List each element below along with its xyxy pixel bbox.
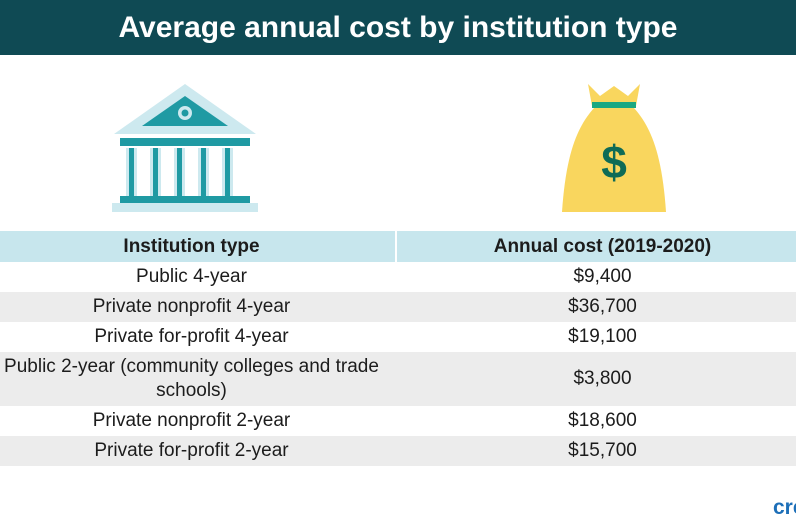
- bank-base-upper: [120, 196, 250, 203]
- bank-columns: [126, 148, 233, 196]
- annual-cost-cell: $18,600: [568, 410, 637, 431]
- table-row: Private for-profit 2-year $15,700: [0, 436, 796, 466]
- institution-type-cell: Private for-profit 4-year: [94, 326, 289, 347]
- bag-body: [562, 108, 666, 212]
- dollar-sign-icon: $: [601, 136, 627, 188]
- column-header-institution-type: Institution type: [0, 231, 396, 262]
- annual-cost-cell: $3,800: [396, 352, 796, 406]
- cost-table: Institution type Annual cost (2019-2020)…: [0, 231, 796, 466]
- bank-base-lower: [112, 203, 258, 212]
- annual-cost-cell: $15,700: [396, 436, 796, 466]
- table-header-row: Institution type Annual cost (2019-2020): [0, 231, 796, 262]
- title-banner: Average annual cost by institution type: [0, 0, 796, 55]
- institution-type-cell: Public 2-year (community colleges and tr…: [0, 352, 396, 406]
- bag-top: [588, 84, 640, 106]
- annual-cost-cell: $19,100: [568, 326, 637, 347]
- institution-type-cell: Public 4-year: [136, 266, 247, 287]
- institution-type-cell: Private for-profit 2-year: [0, 436, 396, 466]
- table-row: Private nonprofit 2-year $18,600: [0, 406, 796, 436]
- bank-building-icon: [112, 84, 258, 212]
- page-title: Average annual cost by institution type: [118, 10, 678, 44]
- column-header-annual-cost: Annual cost (2019-2020): [395, 231, 796, 262]
- table-row: Private nonprofit 4-year $36,700: [0, 292, 796, 322]
- institution-type-cell: Private nonprofit 4-year: [0, 292, 396, 322]
- table-row: Public 2-year (community colleges and tr…: [0, 352, 796, 406]
- annual-cost-cell: $36,700: [396, 292, 796, 322]
- money-bag-icon: $: [562, 84, 666, 212]
- brand-logo-text: cre: [773, 496, 796, 519]
- bank-architrave: [120, 138, 250, 146]
- institution-type-cell: Private nonprofit 2-year: [92, 410, 291, 431]
- bag-tie-band: [592, 102, 636, 108]
- annual-cost-cell: $9,400: [573, 266, 632, 287]
- table-row: Private for-profit 4-year $19,100: [0, 322, 796, 352]
- table-row: Public 4-year $9,400: [0, 262, 796, 292]
